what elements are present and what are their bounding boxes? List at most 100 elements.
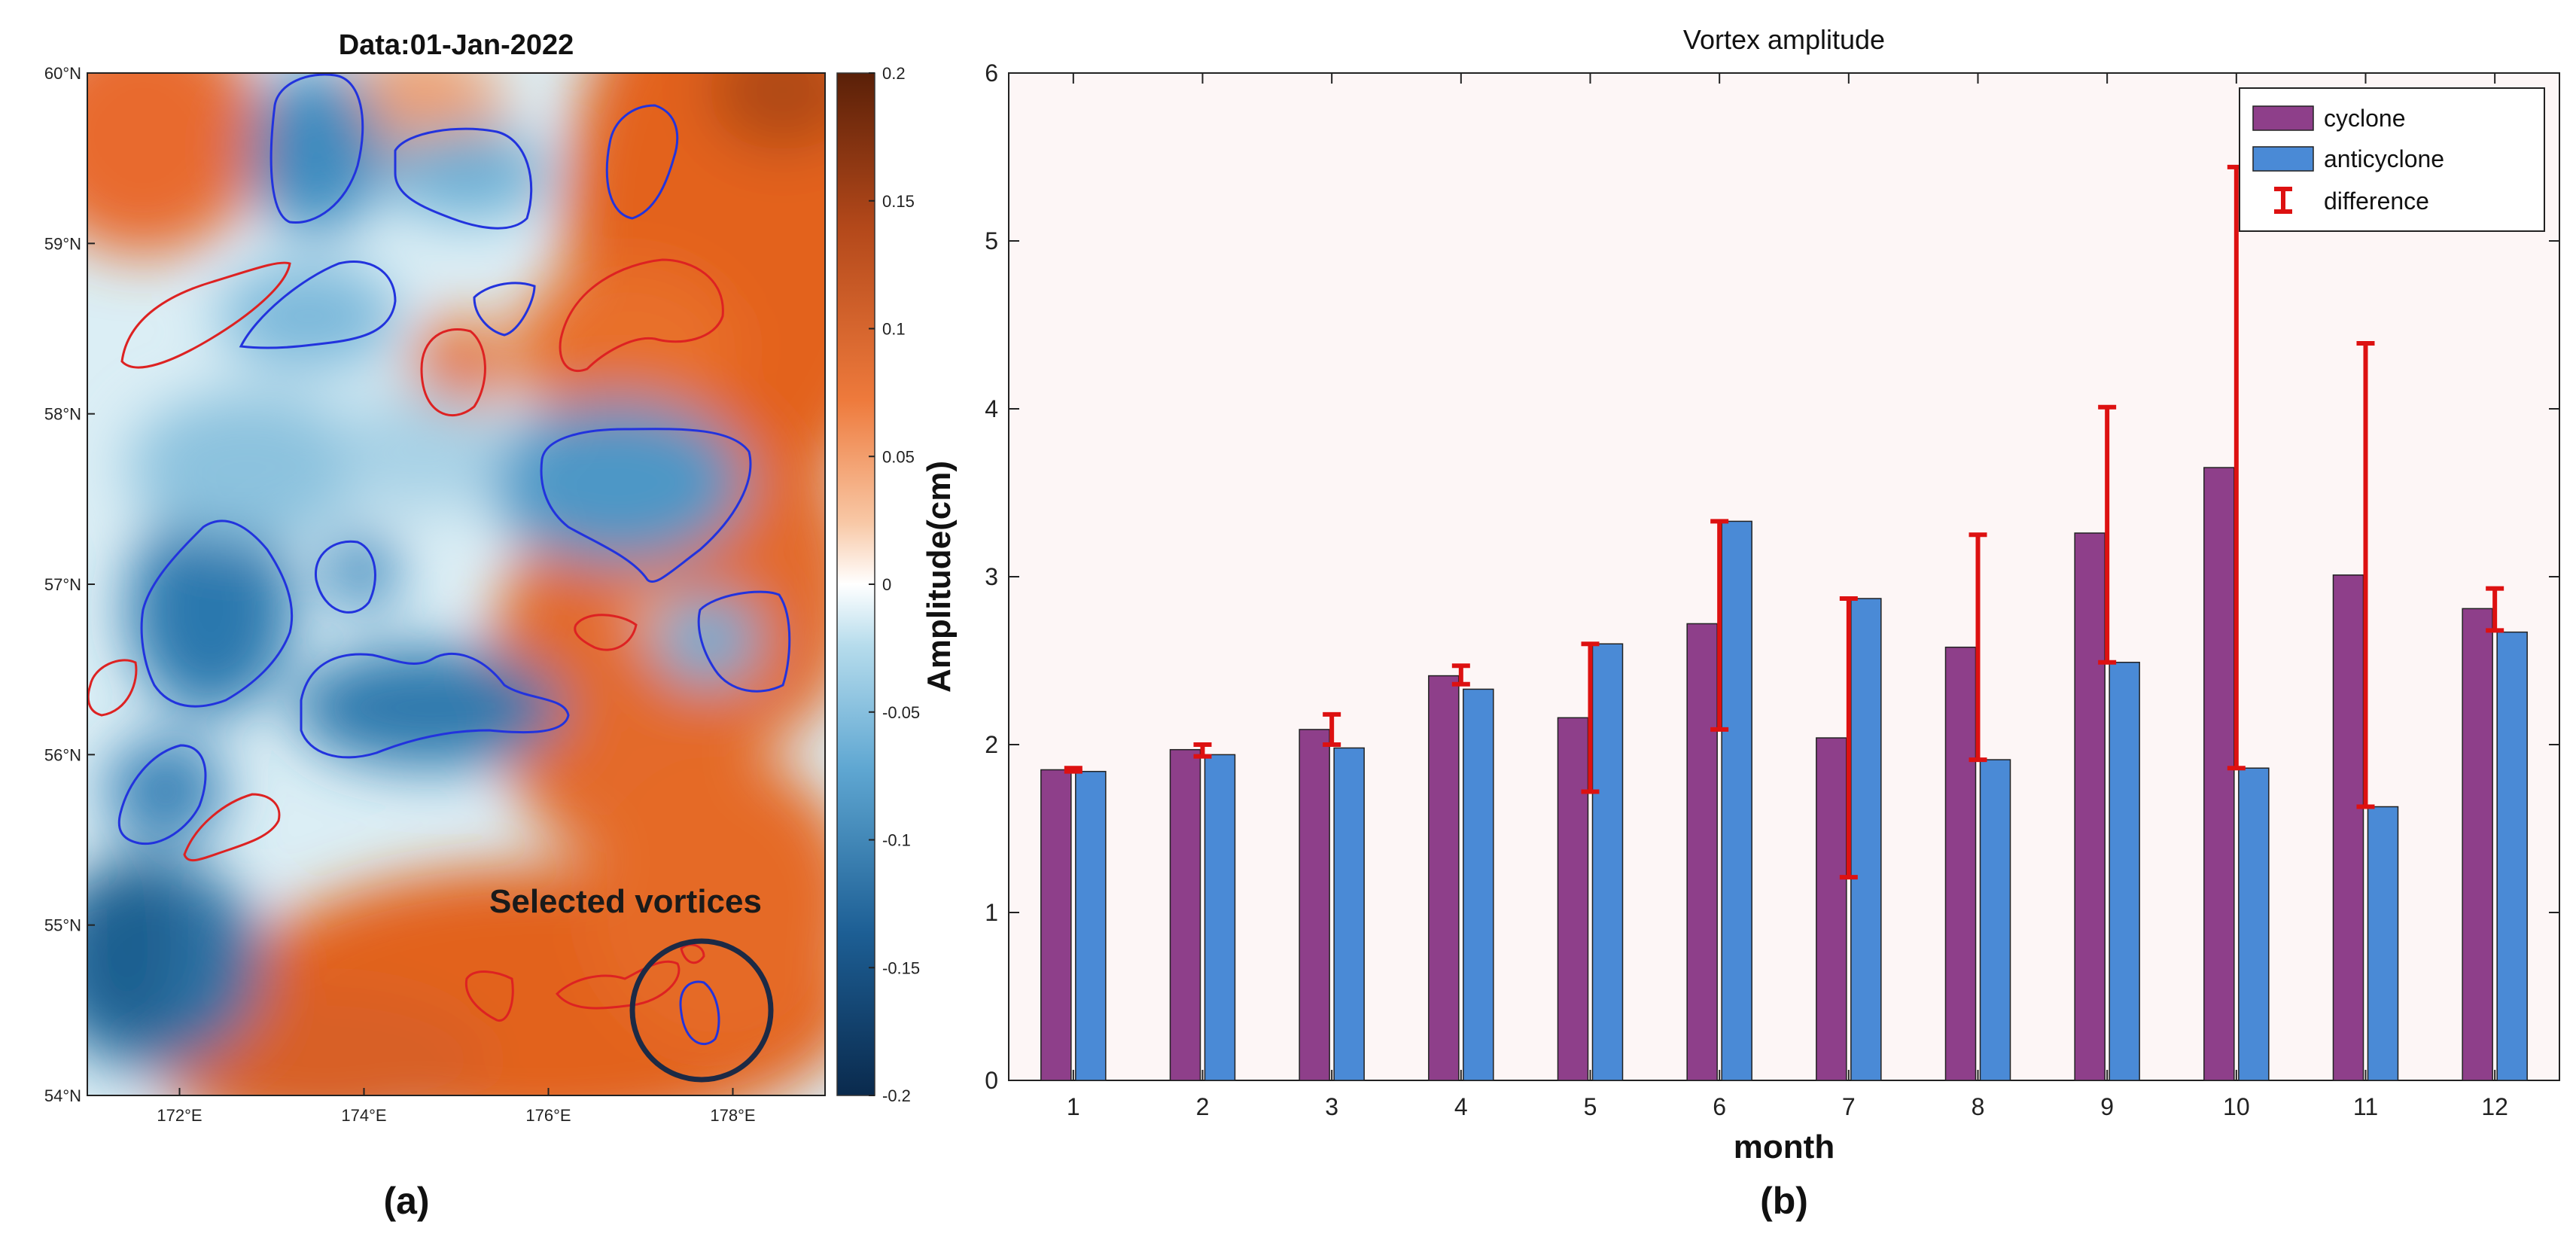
lat-tick-label: 60°N (44, 64, 81, 83)
cyclone-contours (87, 258, 724, 1022)
bar-anticyclone-3 (1333, 747, 1365, 1081)
colorbar: 0.2 0.15 0.1 0.05 0 -0.05 -0.1 -0.15 -0.2 (836, 64, 920, 1105)
difference-marker-7 (1839, 596, 1858, 880)
lon-tick-label: 172°E (157, 1106, 202, 1125)
x-tick-label: 6 (1713, 1093, 1726, 1120)
map-field (87, 73, 825, 1095)
x-tick-label: 2 (1196, 1093, 1210, 1120)
bar-cyclone-1 (1040, 769, 1072, 1081)
colorbar-tick-label: -0.2 (882, 1086, 911, 1105)
y-tick-label: 1 (985, 899, 998, 926)
y-axis-label: Amplitude(cm) (921, 461, 958, 693)
bar-anticyclone-8 (1979, 759, 2011, 1081)
y-tick-label: 6 (985, 59, 998, 87)
bar-cyclone-2 (1169, 748, 1201, 1081)
anticyclone-contours (117, 73, 791, 1046)
x-tick-label: 12 (2481, 1093, 2508, 1120)
bar-cyclone-10 (2203, 467, 2235, 1081)
x-axis: 1 2 3 4 5 6 7 8 9 10 11 12 (1067, 73, 2508, 1120)
bar-anticyclone-4 (1463, 688, 1494, 1081)
bar-anticyclone-7 (1850, 598, 1882, 1081)
bar-anticyclone-12 (2496, 631, 2528, 1081)
bar-cyclone-11 (2332, 574, 2364, 1081)
y-tick-label: 0 (985, 1067, 998, 1094)
bar-cyclone-5 (1557, 717, 1589, 1081)
lon-tick-label: 178°E (710, 1106, 755, 1125)
x-tick-label: 4 (1454, 1093, 1468, 1120)
difference-marker-1 (1064, 766, 1082, 774)
colorbar-tick-label: -0.15 (882, 958, 920, 977)
selected-vortices-label: Selected vortices (489, 883, 762, 920)
bar-anticyclone-5 (1591, 643, 1624, 1081)
difference-marker-11 (2356, 341, 2375, 809)
difference-marker-2 (1193, 742, 1212, 759)
bar-cyclone-4 (1428, 675, 1460, 1081)
bar-cyclone-6 (1686, 623, 1718, 1081)
bar-anticyclone-1 (1075, 770, 1107, 1081)
bar-anticyclone-10 (2238, 767, 2270, 1081)
lat-tick-label: 55°N (44, 916, 81, 935)
x-tick-label: 7 (1842, 1093, 1856, 1120)
colorbar-tick-label: 0 (882, 575, 891, 594)
lat-tick-label: 58°N (44, 405, 81, 424)
bar-anticyclone-2 (1204, 754, 1236, 1081)
lon-tick-label: 176°E (525, 1106, 571, 1125)
x-axis-label: month (1734, 1129, 1835, 1165)
legend-swatch-anticyclone (2252, 146, 2314, 172)
bar-cyclone-7 (1816, 737, 1847, 1081)
bar-cyclone-3 (1299, 729, 1330, 1081)
y-tick-label: 5 (985, 227, 998, 254)
bar-anticyclone-11 (2367, 806, 2399, 1081)
legend-label-difference: difference (2324, 187, 2429, 215)
y-tick-label: 2 (985, 731, 998, 758)
difference-marker-6 (1710, 519, 1729, 732)
chart-title: Vortex amplitude (1683, 24, 1885, 55)
x-tick-label: 9 (2100, 1093, 2114, 1120)
map-title: Data:01-Jan-2022 (339, 29, 574, 61)
colorbar-tick-label: 0.2 (882, 64, 906, 83)
map-ticks: 54°N 55°N 56°N 57°N 58°N 59°N 60°N 172°E 174°E 17… (44, 64, 756, 1125)
x-tick-label: 11 (2353, 1093, 2378, 1120)
difference-marker-12 (2486, 586, 2504, 633)
selected-vortices-circle (629, 938, 774, 1083)
colorbar-gradient (836, 72, 875, 1096)
bar-anticyclone-9 (2109, 661, 2140, 1081)
colorbar-tick-label: 0.15 (882, 192, 915, 211)
y-axis: 0 1 2 3 4 5 6 (985, 59, 2559, 1094)
plot-area (1008, 72, 2560, 1081)
bar-cyclone-9 (2074, 532, 2106, 1081)
legend: cyclone anticyclone difference (2239, 87, 2545, 232)
bar-cyclone-12 (2462, 608, 2493, 1081)
difference-marker-8 (1969, 532, 1987, 763)
difference-marker-3 (1323, 711, 1341, 747)
colorbar-tick-label: -0.05 (882, 703, 920, 722)
lon-tick-label: 174°E (341, 1106, 386, 1125)
bar-cyclone-8 (1944, 646, 1977, 1081)
colorbar-tick-label: 0.1 (882, 320, 906, 339)
lat-tick-label: 56°N (44, 745, 81, 764)
legend-label-cyclone: cyclone (2324, 105, 2406, 132)
bars (1040, 467, 2528, 1081)
x-tick-label: 8 (1972, 1093, 1985, 1120)
lat-tick-label: 59°N (44, 234, 81, 253)
x-tick-label: 10 (2223, 1093, 2250, 1120)
panel-b-label: (b) (1760, 1180, 1808, 1222)
lat-tick-label: 54°N (44, 1086, 81, 1105)
difference-marker-4 (1451, 663, 1470, 687)
lat-tick-label: 57°N (44, 575, 81, 594)
legend-swatch-cyclone (2252, 105, 2314, 131)
legend-swatch-difference (2274, 187, 2292, 214)
x-tick-label: 5 (1584, 1093, 1597, 1120)
difference-markers (1064, 164, 2504, 880)
difference-marker-5 (1581, 641, 1600, 794)
panel-a-label: (a) (383, 1180, 429, 1222)
colorbar-tick-label: 0.05 (882, 447, 915, 466)
x-tick-label: 1 (1067, 1093, 1080, 1120)
difference-marker-9 (2098, 404, 2117, 665)
colorbar-ticks: 0.2 0.15 0.1 0.05 0 -0.05 -0.1 -0.15 -0.2 (869, 64, 920, 1105)
panel-a: Data:01-Jan-2022 (44, 29, 920, 1222)
colorbar-tick-label: -0.1 (882, 831, 911, 850)
legend-label-anticyclone: anticyclone (2324, 145, 2444, 172)
